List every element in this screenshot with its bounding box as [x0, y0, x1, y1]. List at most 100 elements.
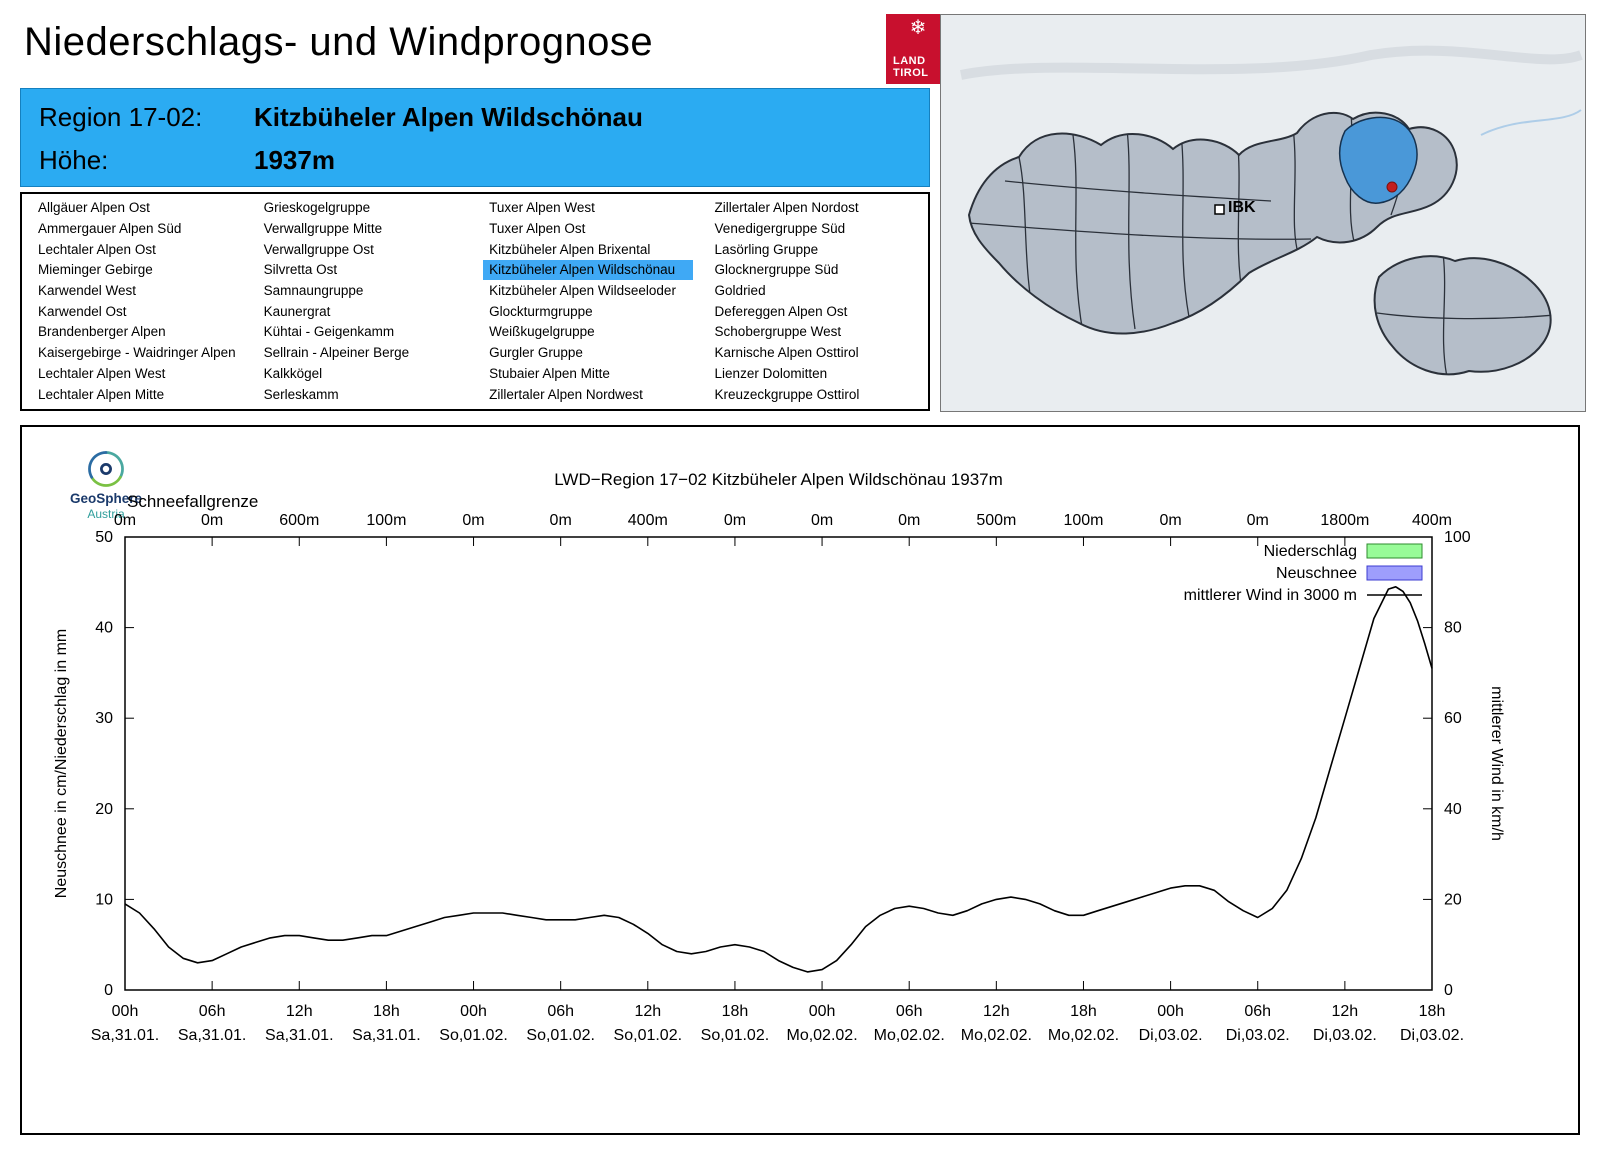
svg-text:12h: 12h: [983, 1003, 1010, 1020]
tirol-region-map[interactable]: IBK: [940, 14, 1586, 412]
region-list-item[interactable]: Tuxer Alpen West: [489, 200, 595, 216]
svg-text:Di,03.02.: Di,03.02.: [1139, 1027, 1203, 1044]
svg-text:0m: 0m: [114, 512, 136, 529]
region-list-item[interactable]: Zillertaler Alpen Nordwest: [489, 386, 643, 402]
region-list-item[interactable]: Weißkugelgruppe: [489, 324, 595, 340]
svg-text:12h: 12h: [286, 1003, 313, 1020]
svg-text:Sa,31.01.: Sa,31.01.: [352, 1027, 421, 1044]
svg-text:50: 50: [95, 529, 113, 546]
region-list-item[interactable]: Karnische Alpen Osttirol: [714, 345, 859, 361]
geosphere-country: Austria: [87, 507, 125, 522]
region-list-item-selected[interactable]: Kitzbüheler Alpen Wildschönau: [483, 260, 693, 281]
page-title: Niederschlags- und Windprognose: [24, 20, 654, 64]
ibk-label: IBK: [1228, 199, 1256, 216]
svg-text:Niederschlag: Niederschlag: [1264, 543, 1357, 560]
snowline-label: Schneefallgrenze: [127, 492, 258, 511]
chart-legend: Niederschlag Neuschnee mittlerer Wind in 3…: [1184, 543, 1423, 604]
region-list-item[interactable]: Kitzbüheler Alpen Wildseeloder: [489, 283, 676, 299]
region-list-item[interactable]: Stubaier Alpen Mitte: [489, 365, 610, 381]
svg-text:mittlerer Wind in 3000 m: mittlerer Wind in 3000 m: [1184, 587, 1357, 604]
region-list-item[interactable]: Kühtai - Geigenkamm: [263, 324, 395, 340]
svg-text:00h: 00h: [1157, 1003, 1184, 1020]
region-row: Region 17-02: Kitzbüheler Alpen Wildschö…: [39, 96, 911, 139]
region-list-item[interactable]: Verwallgruppe Ost: [263, 241, 374, 257]
land-tirol-logo-text: LAND TIROL: [893, 55, 943, 80]
svg-text:18h: 18h: [722, 1003, 749, 1020]
region-list-item[interactable]: Goldried: [714, 283, 766, 299]
region-list-item[interactable]: Lechtaler Alpen Ost: [38, 241, 156, 257]
region-list-item[interactable]: Karwendel Ost: [38, 303, 127, 319]
chart-title: LWD−Region 17−02 Kitzbüheler Alpen Wilds…: [554, 470, 1003, 489]
region-list-item[interactable]: Karwendel West: [38, 283, 137, 299]
x-axis: 00h Sa,31.01. 06h Sa,31.01. 12h Sa,31.01. 18h S…: [91, 537, 1464, 1044]
logo-line-2: TIROL: [893, 67, 929, 80]
y-axis-left: 0 10 20 30 40 50: [95, 529, 134, 999]
region-list-item[interactable]: Defereggen Alpen Ost: [714, 303, 848, 319]
svg-text:Di,03.02.: Di,03.02.: [1313, 1027, 1377, 1044]
svg-text:Neuschnee: Neuschnee: [1276, 565, 1357, 582]
svg-text:18h: 18h: [1070, 1003, 1097, 1020]
forecast-chart: GeoSphere Austria LWD−Region 17−02 Kitzb…: [20, 425, 1580, 1135]
legend-swatch: [1366, 565, 1423, 581]
region-list-item[interactable]: Kreuzeckgruppe Osttirol: [714, 386, 860, 402]
region-list-item[interactable]: Kalkkögel: [263, 365, 323, 381]
region-list-item[interactable]: Grieskogelgruppe: [263, 200, 371, 216]
plot-border: [124, 536, 1433, 991]
svg-text:18h: 18h: [373, 1003, 400, 1020]
region-list-item[interactable]: Lasörling Gruppe: [714, 241, 819, 257]
y-axis-left-label: Neuschnee in cm/Niederschlag in mm: [53, 629, 70, 898]
svg-text:80: 80: [1444, 620, 1462, 637]
svg-text:So,01.02.: So,01.02.: [526, 1027, 595, 1044]
region-list-item[interactable]: Zillertaler Alpen Nordost: [714, 200, 859, 216]
svg-text:00h: 00h: [460, 1003, 487, 1020]
land-tirol-logo: ❄ LAND TIROL: [886, 14, 950, 84]
region-list-item[interactable]: Tuxer Alpen Ost: [489, 221, 586, 237]
region-list-item[interactable]: Mieminger Gebirge: [38, 262, 153, 278]
wind-line: [124, 586, 1433, 973]
region-list-item[interactable]: Kitzbüheler Alpen Brixental: [489, 241, 651, 257]
region-list-item[interactable]: Lienzer Dolomitten: [714, 365, 828, 381]
svg-text:40: 40: [95, 620, 113, 637]
region-list-item[interactable]: Glocknergruppe Süd: [714, 262, 839, 278]
region-list-column: Grieskogelgruppe Verwallgruppe Mitte Verwa…: [250, 198, 475, 405]
region-list-item[interactable]: Brandenberger Alpen: [38, 324, 166, 340]
river-line: [1480, 109, 1582, 136]
svg-text:0m: 0m: [898, 512, 920, 529]
svg-text:0m: 0m: [811, 512, 833, 529]
chart-svg: LWD−Region 17−02 Kitzbüheler Alpen Wilds…: [53, 470, 1505, 1044]
svg-text:600m: 600m: [279, 512, 319, 529]
region-list-item[interactable]: Glockturmgruppe: [489, 303, 593, 319]
svg-text:Sa,31.01.: Sa,31.01.: [265, 1027, 334, 1044]
svg-text:06h: 06h: [547, 1003, 574, 1020]
svg-text:0: 0: [104, 982, 113, 999]
region-list-item[interactable]: Gurgler Gruppe: [489, 345, 583, 361]
region-list-item[interactable]: Allgäuer Alpen Ost: [38, 200, 150, 216]
svg-text:60: 60: [1444, 710, 1462, 727]
svg-text:So,01.02.: So,01.02.: [439, 1027, 508, 1044]
svg-text:So,01.02.: So,01.02.: [614, 1027, 683, 1044]
region-list-item[interactable]: Serleskamm: [263, 386, 339, 402]
svg-text:Di,03.02.: Di,03.02.: [1400, 1027, 1464, 1044]
svg-text:Mo,02.02.: Mo,02.02.: [961, 1027, 1032, 1044]
region-list-item[interactable]: Schobergruppe West: [714, 324, 842, 340]
region-list-item[interactable]: Sellrain - Alpeiner Berge: [263, 345, 410, 361]
svg-text:20: 20: [1444, 891, 1462, 908]
region-list-column: Allgäuer Alpen Ost Ammergauer Alpen Süd Le…: [24, 198, 250, 405]
elevation-row: Höhe: 1937m: [39, 139, 911, 182]
region-list-item[interactable]: Venedigergruppe Süd: [714, 221, 846, 237]
svg-text:00h: 00h: [112, 1003, 139, 1020]
region-list-item[interactable]: Kaisergebirge - Waidringer Alpen: [38, 345, 236, 361]
svg-text:100m: 100m: [366, 512, 406, 529]
region-list-item[interactable]: Lechtaler Alpen Mitte: [38, 386, 165, 402]
region-list-item[interactable]: Ammergauer Alpen Süd: [38, 221, 182, 237]
region-list-column: Tuxer Alpen West Tuxer Alpen Ost Kitzbühel…: [475, 198, 700, 405]
station-dot: [1386, 181, 1398, 193]
region-list-item[interactable]: Samnaungruppe: [263, 283, 364, 299]
region-list-item[interactable]: Silvretta Ost: [263, 262, 338, 278]
region-list-item[interactable]: Lechtaler Alpen West: [38, 365, 166, 381]
region-list-item[interactable]: Verwallgruppe Mitte: [263, 221, 383, 237]
selected-region-shape[interactable]: [1339, 116, 1418, 204]
region-list-item[interactable]: Kaunergrat: [263, 303, 331, 319]
geosphere-name: GeoSphere: [69, 491, 143, 506]
elevation-value: 1937m: [254, 145, 335, 175]
